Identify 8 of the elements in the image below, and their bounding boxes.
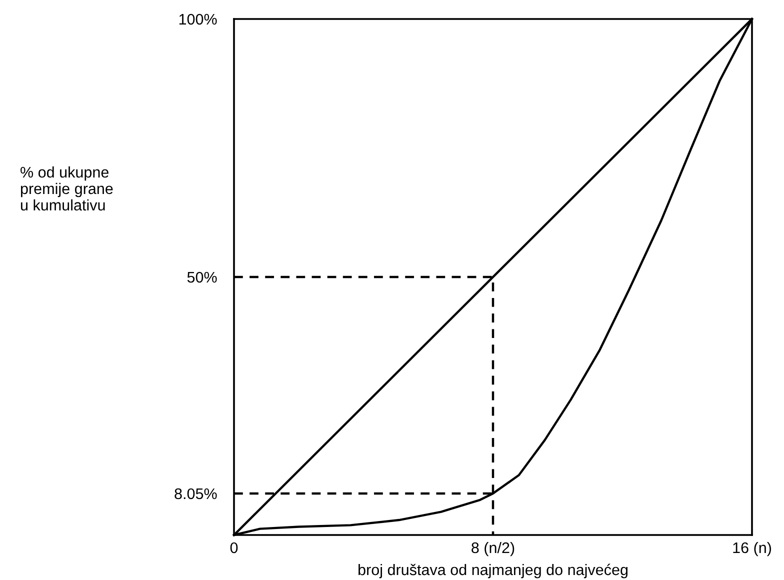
x-axis-title: broj društava od najmanjeg do najvećeg bbox=[358, 564, 628, 578]
y-axis-title: % od ukupne premije grane u kumulativu bbox=[20, 166, 113, 211]
y-tick-label: 50% bbox=[187, 272, 217, 283]
y-tick-label: 100% bbox=[179, 14, 217, 25]
x-tick-label: 8 (n/2) bbox=[472, 542, 514, 556]
x-tick-label: 0 bbox=[230, 542, 238, 554]
y-tick-label: 8.05% bbox=[174, 488, 217, 500]
x-tick-label: 16 (n) bbox=[733, 542, 772, 556]
